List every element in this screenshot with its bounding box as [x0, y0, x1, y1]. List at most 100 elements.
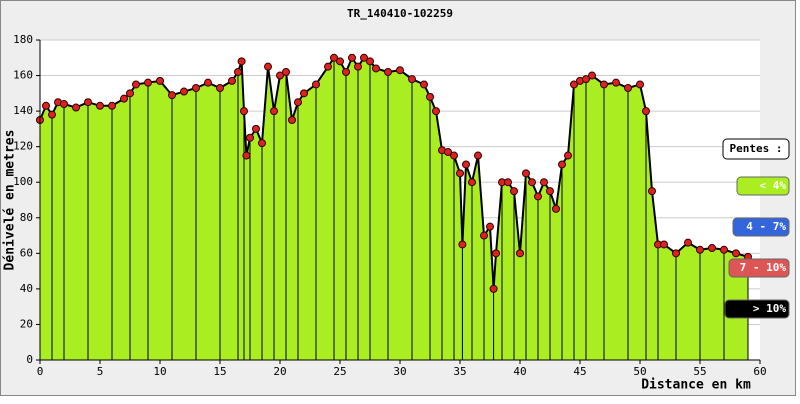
- point: [354, 62, 362, 71]
- legend-label: > 10%: [753, 302, 786, 315]
- point: [492, 249, 500, 258]
- point: [242, 151, 251, 160]
- point: [474, 151, 482, 160]
- point: [156, 76, 164, 85]
- point: [294, 98, 302, 107]
- y-tick-label: 80: [20, 211, 33, 224]
- x-tick-label: 0: [37, 365, 44, 378]
- point: [396, 66, 404, 75]
- point: [456, 169, 464, 178]
- point: [336, 57, 344, 66]
- point: [660, 240, 668, 249]
- point: [48, 110, 56, 119]
- point: [258, 139, 266, 148]
- legend-title: Pentes :: [730, 142, 783, 155]
- legend-title-box: [722, 138, 790, 160]
- point: [504, 178, 512, 187]
- x-tick-label: 20: [273, 365, 286, 378]
- point: [126, 89, 134, 98]
- point: [444, 148, 452, 156]
- point: [408, 75, 416, 84]
- point: [708, 244, 716, 252]
- legend-swatch: [724, 299, 790, 319]
- x-tick-label: 45: [573, 365, 586, 378]
- point: [237, 57, 246, 66]
- point: [696, 245, 704, 254]
- point: [564, 151, 572, 160]
- point: [348, 53, 356, 62]
- point: [426, 92, 434, 101]
- point: [684, 238, 692, 247]
- point: [180, 87, 188, 96]
- y-tick-label: 100: [13, 175, 33, 188]
- point: [600, 80, 608, 89]
- point: [588, 71, 596, 80]
- x-tick-label: 35: [453, 365, 466, 378]
- legend-label: 4 - 7%: [746, 220, 786, 233]
- point: [144, 78, 152, 87]
- x-axis-label: Distance en km: [641, 378, 751, 393]
- point: [462, 160, 470, 169]
- y-tick-label: 180: [13, 33, 33, 46]
- point: [522, 169, 530, 178]
- point: [720, 245, 728, 254]
- x-tick-label: 15: [213, 365, 226, 378]
- y-tick-label: 0: [26, 353, 33, 366]
- point: [108, 101, 116, 110]
- point: [168, 91, 176, 100]
- point: [636, 80, 644, 89]
- y-tick-label: 140: [13, 104, 33, 117]
- x-tick-label: 5: [97, 365, 104, 378]
- point: [72, 103, 80, 112]
- point: [204, 78, 212, 87]
- point: [468, 178, 476, 187]
- point: [450, 151, 458, 160]
- point: [228, 76, 236, 85]
- legend-label: < 4%: [760, 179, 787, 192]
- point: [216, 84, 224, 92]
- point: [384, 68, 392, 76]
- point: [546, 187, 554, 196]
- point: [276, 71, 284, 80]
- point: [312, 80, 320, 89]
- point: [264, 62, 272, 71]
- legend-swatch: [732, 217, 790, 237]
- point: [342, 68, 350, 76]
- point: [624, 84, 632, 92]
- x-tick-label: 40: [513, 365, 526, 378]
- point: [246, 133, 254, 142]
- y-tick-label: 120: [13, 140, 33, 153]
- point: [42, 101, 50, 110]
- point: [330, 53, 338, 62]
- point: [300, 89, 308, 98]
- point: [534, 192, 542, 201]
- x-tick-label: 55: [693, 365, 706, 378]
- point: [480, 231, 488, 240]
- chart-title: TR_140410-102259: [347, 7, 453, 20]
- point: [192, 84, 200, 92]
- point: [642, 107, 650, 116]
- point: [240, 107, 248, 116]
- point: [648, 187, 656, 196]
- point: [132, 80, 140, 89]
- x-tick-label: 10: [153, 365, 166, 378]
- point: [366, 57, 374, 66]
- point: [270, 107, 278, 116]
- point: [234, 68, 242, 76]
- point: [252, 124, 260, 133]
- point: [324, 62, 332, 71]
- area: [40, 57, 748, 361]
- point: [552, 204, 560, 213]
- x-tick-label: 60: [753, 365, 766, 378]
- point: [732, 249, 740, 258]
- point: [282, 68, 290, 76]
- point: [510, 187, 518, 196]
- point: [612, 78, 620, 87]
- point: [489, 284, 498, 293]
- point: [96, 101, 104, 110]
- point: [582, 75, 590, 84]
- x-tick-label: 25: [333, 365, 346, 378]
- point: [540, 178, 548, 187]
